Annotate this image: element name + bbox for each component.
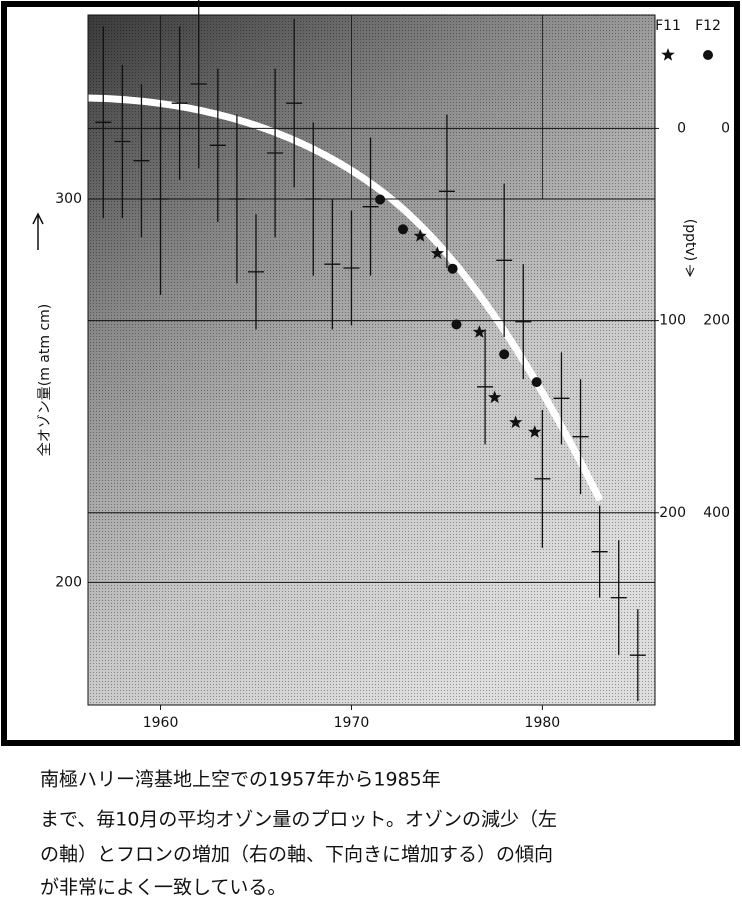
f12-point [398, 224, 408, 235]
x-tick-label: 1980 [525, 715, 561, 731]
caption-line: 南極ハリー湾基地上空での1957年から1985年 [40, 769, 441, 791]
f12-point [375, 194, 386, 205]
caption-line: の軸）とフロンの増加（右の軸、下向きに増加する）の傾向 [40, 844, 553, 866]
x-tick-label: 1970 [334, 715, 370, 731]
y-axis-label: 全オゾン量(m atm cm) [36, 304, 53, 457]
legend-label: F12 [695, 18, 721, 34]
x-tick-label: 1960 [143, 715, 179, 731]
y2-axis-arrow [685, 265, 695, 278]
y2-tick-label: 0 [677, 120, 686, 136]
y2-tick-label: 100 [659, 313, 686, 329]
f11-point [413, 229, 427, 242]
caption-line: が非常によく一致している。 [40, 877, 286, 899]
plot-border [87, 14, 656, 706]
f11-point [509, 415, 523, 429]
f11-point [528, 425, 542, 438]
f12-point [451, 319, 462, 330]
y2-axis-label: (pptv) [682, 219, 698, 261]
f12-point [447, 263, 458, 274]
f11-point [488, 390, 502, 404]
y3-tick-label: 200 [703, 313, 730, 329]
legend-symbol [661, 48, 675, 61]
f12-point [499, 349, 510, 360]
plot-texture [88, 15, 655, 705]
caption-line: まで、毎10月の平均オゾン量のプロット。オゾンの減少（左 [40, 809, 557, 831]
y-tick-label: 200 [55, 574, 82, 590]
f11-point [430, 246, 444, 259]
legend-label: F11 [655, 18, 681, 34]
y3-tick-label: 400 [703, 505, 730, 521]
y3-tick-label: 0 [721, 120, 730, 136]
y-tick-label: 300 [55, 191, 82, 207]
y2-tick-label: 200 [659, 505, 686, 521]
y-axis-arrow [32, 212, 44, 250]
f12-point [531, 377, 542, 388]
legend-symbol [703, 50, 713, 60]
f11-point [472, 325, 486, 338]
